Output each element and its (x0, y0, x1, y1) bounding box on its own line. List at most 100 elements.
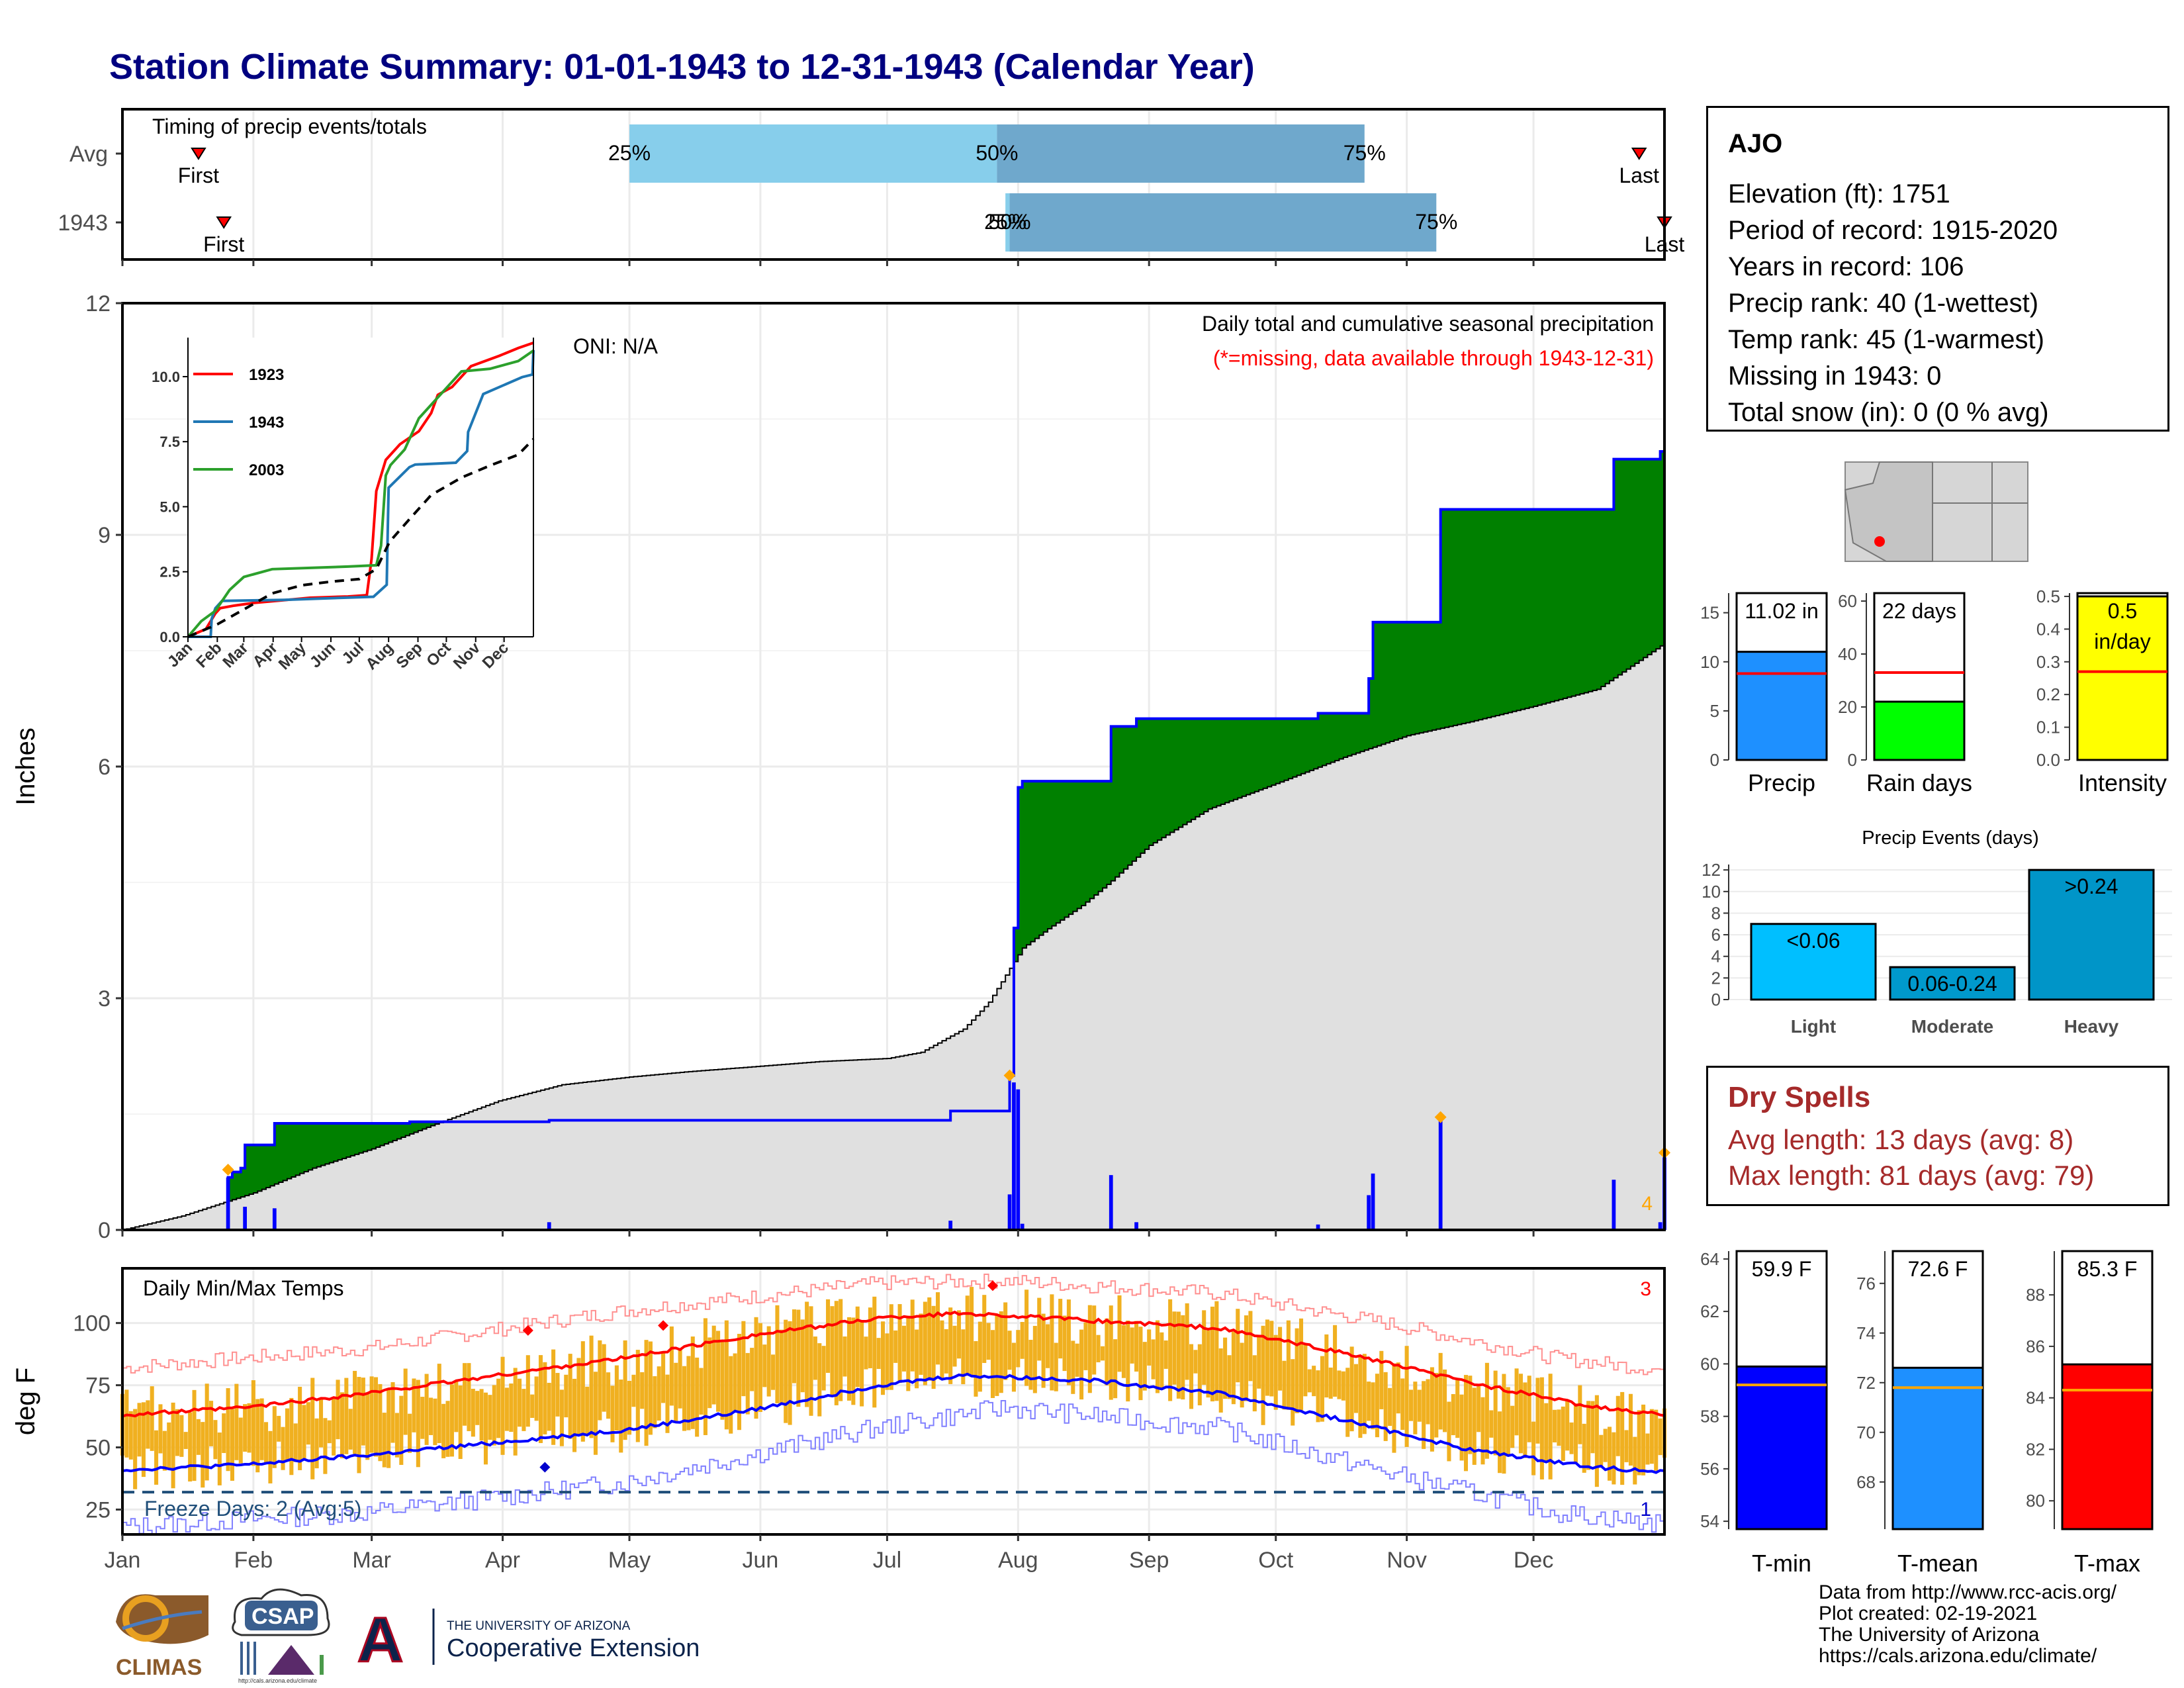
daily-temp-bar (876, 1338, 881, 1370)
daily-temp-bar (1603, 1429, 1608, 1462)
daily-temp-bar (1443, 1369, 1447, 1432)
daily-temp-bar (1590, 1401, 1595, 1454)
daily-precip-bar (1007, 1194, 1012, 1230)
dry-spells-avg: Avg length: 13 days (avg: 8) (1728, 1124, 2074, 1155)
month-label: Jun (743, 1548, 779, 1573)
daily-temp-bar (1612, 1432, 1616, 1485)
daily-temp-bar (716, 1331, 721, 1412)
timing-last-label: Last (1619, 164, 1659, 187)
events-value-label: <0.06 (1787, 929, 1841, 953)
daily-temp-bar (1193, 1350, 1198, 1374)
daily-temp-bar (1353, 1364, 1359, 1413)
svg-text:THE UNIVERSITY OF ARIZONA: THE UNIVERSITY OF ARIZONA (447, 1619, 631, 1633)
daily-temp-bar (1240, 1342, 1244, 1408)
daily-temp-bar (669, 1326, 674, 1406)
inset-line-2003 (187, 350, 535, 638)
daily-temp-bar (1535, 1378, 1540, 1444)
month-label: Feb (234, 1548, 273, 1573)
daily-temp-bar (1197, 1344, 1202, 1405)
daily-temp-bar (1147, 1329, 1152, 1366)
daily-temp-bar (1248, 1311, 1253, 1382)
daily-temp-bar (513, 1368, 518, 1456)
timing-row-label: Avg (69, 142, 108, 167)
svg-text:Cooperative Extension: Cooperative Extension (447, 1634, 700, 1662)
daily-temp-bar (471, 1388, 475, 1437)
daily-temp-bar (408, 1413, 412, 1453)
daily-temp-bar (699, 1368, 704, 1415)
compare-category-label: Intensity (2078, 769, 2167, 796)
daily-temp-bar (1502, 1374, 1506, 1474)
daily-temp-bar (1531, 1421, 1536, 1476)
daily-temp-bar (745, 1352, 750, 1415)
daily-temp-bar (948, 1307, 953, 1384)
daily-temp-bar (399, 1395, 404, 1465)
daily-temp-bar (784, 1319, 788, 1423)
month-label: May (608, 1548, 651, 1573)
daily-temp-bar (1544, 1403, 1549, 1463)
credits: Data from http://www.rcc-acis.org/ Plot … (1819, 1582, 2116, 1667)
daily-temp-bar (378, 1383, 383, 1462)
daily-temp-bar (1037, 1297, 1042, 1361)
daily-temp-bar (1345, 1368, 1350, 1437)
daily-temp-bar (674, 1362, 678, 1422)
svg-text:CSAP: CSAP (251, 1604, 314, 1629)
daily-temp-bar (1637, 1410, 1641, 1476)
daily-temp-bar (919, 1313, 923, 1375)
daily-temp-bar (518, 1378, 522, 1427)
daily-temp-bar (1087, 1305, 1092, 1393)
daily-temp-bar (1121, 1325, 1126, 1378)
daily-temp-bar (792, 1309, 797, 1383)
compare-ytick-label: 60 (1700, 1354, 1719, 1374)
temp-ytick-label: 75 (85, 1374, 111, 1399)
compare-ytick-label: 56 (1700, 1459, 1719, 1479)
daily-temp-bar (543, 1362, 547, 1434)
timing-pct-label: 50% (976, 141, 1018, 165)
compare-ytick-label: 64 (1700, 1249, 1719, 1269)
events-ytick-label: 4 (1711, 947, 1721, 966)
compare-category-label: T-mean (1897, 1550, 1978, 1577)
daily-temp-bar (1011, 1342, 1016, 1392)
inset-background (188, 338, 533, 637)
daily-temp-bar (1054, 1342, 1058, 1391)
daily-temp-bar (602, 1344, 606, 1412)
daily-temp-bar (1130, 1327, 1134, 1364)
events-ytick-label: 10 (1702, 882, 1721, 902)
daily-temp-bar (1298, 1318, 1304, 1411)
compare-ytick-label: 15 (1700, 603, 1719, 623)
daily-temp-bar (1658, 1418, 1662, 1456)
daily-temp-bar (635, 1350, 640, 1442)
daily-temp-bar (1126, 1320, 1130, 1402)
daily-temp-bar (1189, 1344, 1194, 1409)
precip-ytick-label: 9 (98, 523, 111, 548)
daily-temp-bar (293, 1423, 298, 1462)
daily-temp-bar (703, 1318, 707, 1435)
compare-category-label: Rain days (1866, 769, 1972, 796)
daily-temp-bar (826, 1299, 831, 1373)
max-precip-marker (1434, 1111, 1447, 1123)
daily-temp-bar (382, 1413, 387, 1468)
daily-temp-bar (665, 1374, 670, 1433)
daily-temp-bar (547, 1382, 551, 1431)
daily-temp-bar (1367, 1382, 1371, 1421)
compare-bar (1735, 1365, 1828, 1530)
daily-temp-bar (1160, 1332, 1164, 1390)
daily-temp-bar (589, 1335, 594, 1438)
month-label: Nov (1387, 1548, 1426, 1573)
compare-ytick-label: 58 (1700, 1407, 1719, 1427)
compare-ytick-label: 70 (1856, 1423, 1876, 1442)
daily-temp-bar (133, 1409, 138, 1489)
record-high-count: 3 (1640, 1278, 1651, 1300)
daily-temp-bar (1058, 1299, 1063, 1359)
temp-compare-panels: 54 56 58 60 62 64 59.9 F T-min 68 70 72 74 76 72.6 F T… (1700, 1249, 2154, 1577)
daily-precip-bar (1134, 1222, 1138, 1230)
daily-temp-bar (1383, 1372, 1388, 1441)
daily-temp-bar (1480, 1397, 1485, 1465)
daily-temp-bar (150, 1386, 154, 1451)
inset-line-avg (187, 438, 535, 638)
daily-temp-bar (1083, 1322, 1088, 1370)
daily-temp-bar (251, 1380, 255, 1466)
daily-temp-bar (606, 1372, 611, 1419)
daily-temp-bar (1434, 1372, 1439, 1438)
daily-temp-bar (277, 1415, 281, 1442)
daily-temp-bar (978, 1321, 982, 1392)
